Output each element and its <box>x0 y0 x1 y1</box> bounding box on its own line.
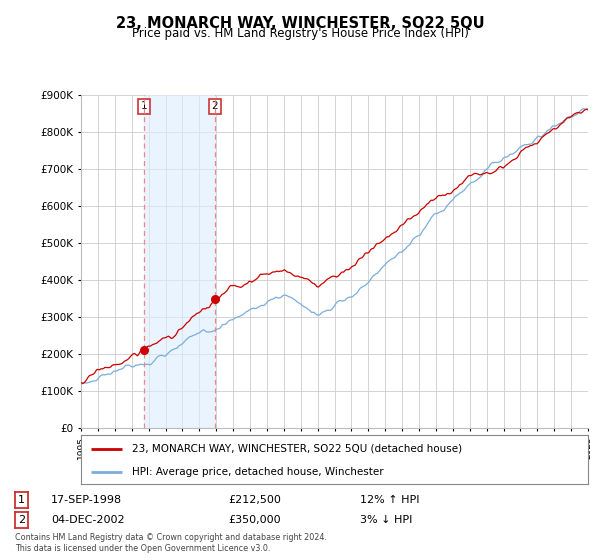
Text: 2: 2 <box>212 101 218 111</box>
Text: £350,000: £350,000 <box>228 515 281 525</box>
Text: 17-SEP-1998: 17-SEP-1998 <box>51 495 122 505</box>
Text: HPI: Average price, detached house, Winchester: HPI: Average price, detached house, Winc… <box>132 466 383 477</box>
Text: 23, MONARCH WAY, WINCHESTER, SO22 5QU: 23, MONARCH WAY, WINCHESTER, SO22 5QU <box>116 16 484 31</box>
Text: Contains HM Land Registry data © Crown copyright and database right 2024.
This d: Contains HM Land Registry data © Crown c… <box>15 533 327 553</box>
Text: £212,500: £212,500 <box>228 495 281 505</box>
Text: 12% ↑ HPI: 12% ↑ HPI <box>360 495 419 505</box>
Text: 3% ↓ HPI: 3% ↓ HPI <box>360 515 412 525</box>
Text: 1: 1 <box>18 495 25 505</box>
Text: 04-DEC-2002: 04-DEC-2002 <box>51 515 125 525</box>
Text: 23, MONARCH WAY, WINCHESTER, SO22 5QU (detached house): 23, MONARCH WAY, WINCHESTER, SO22 5QU (d… <box>132 444 462 454</box>
Text: Price paid vs. HM Land Registry's House Price Index (HPI): Price paid vs. HM Land Registry's House … <box>131 27 469 40</box>
Text: 2: 2 <box>18 515 25 525</box>
Text: 1: 1 <box>140 101 147 111</box>
